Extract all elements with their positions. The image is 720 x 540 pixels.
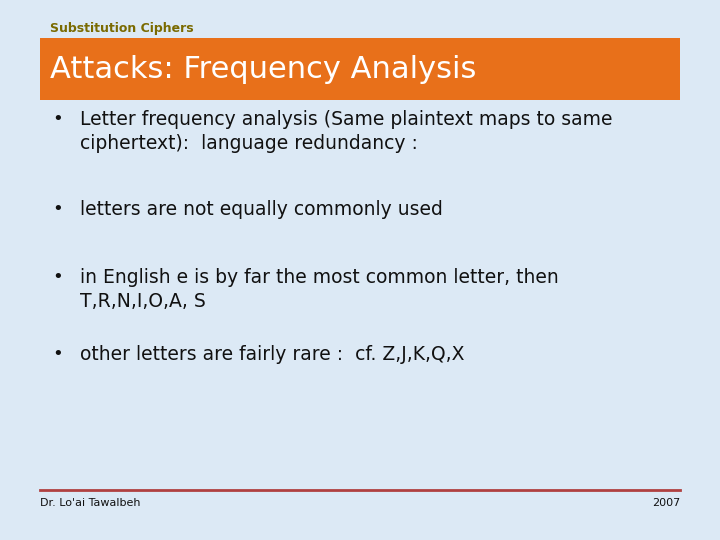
Text: in English e is by far the most common letter, then
T,R,N,I,O,A, S: in English e is by far the most common l… [80, 268, 559, 311]
Text: •: • [52, 200, 63, 218]
Text: Attacks: Frequency Analysis: Attacks: Frequency Analysis [50, 55, 477, 84]
Text: Letter frequency analysis (Same plaintext maps to same
ciphertext):  language re: Letter frequency analysis (Same plaintex… [80, 110, 613, 153]
Text: letters are not equally commonly used: letters are not equally commonly used [80, 200, 443, 219]
FancyBboxPatch shape [40, 38, 680, 100]
Text: •: • [52, 268, 63, 286]
Text: •: • [52, 345, 63, 363]
Text: •: • [52, 110, 63, 128]
Text: Substitution Ciphers: Substitution Ciphers [50, 22, 194, 35]
Text: Dr. Lo'ai Tawalbeh: Dr. Lo'ai Tawalbeh [40, 498, 140, 508]
Text: 2007: 2007 [652, 498, 680, 508]
Text: other letters are fairly rare :  cf. Z,J,K,Q,X: other letters are fairly rare : cf. Z,J,… [80, 345, 464, 364]
